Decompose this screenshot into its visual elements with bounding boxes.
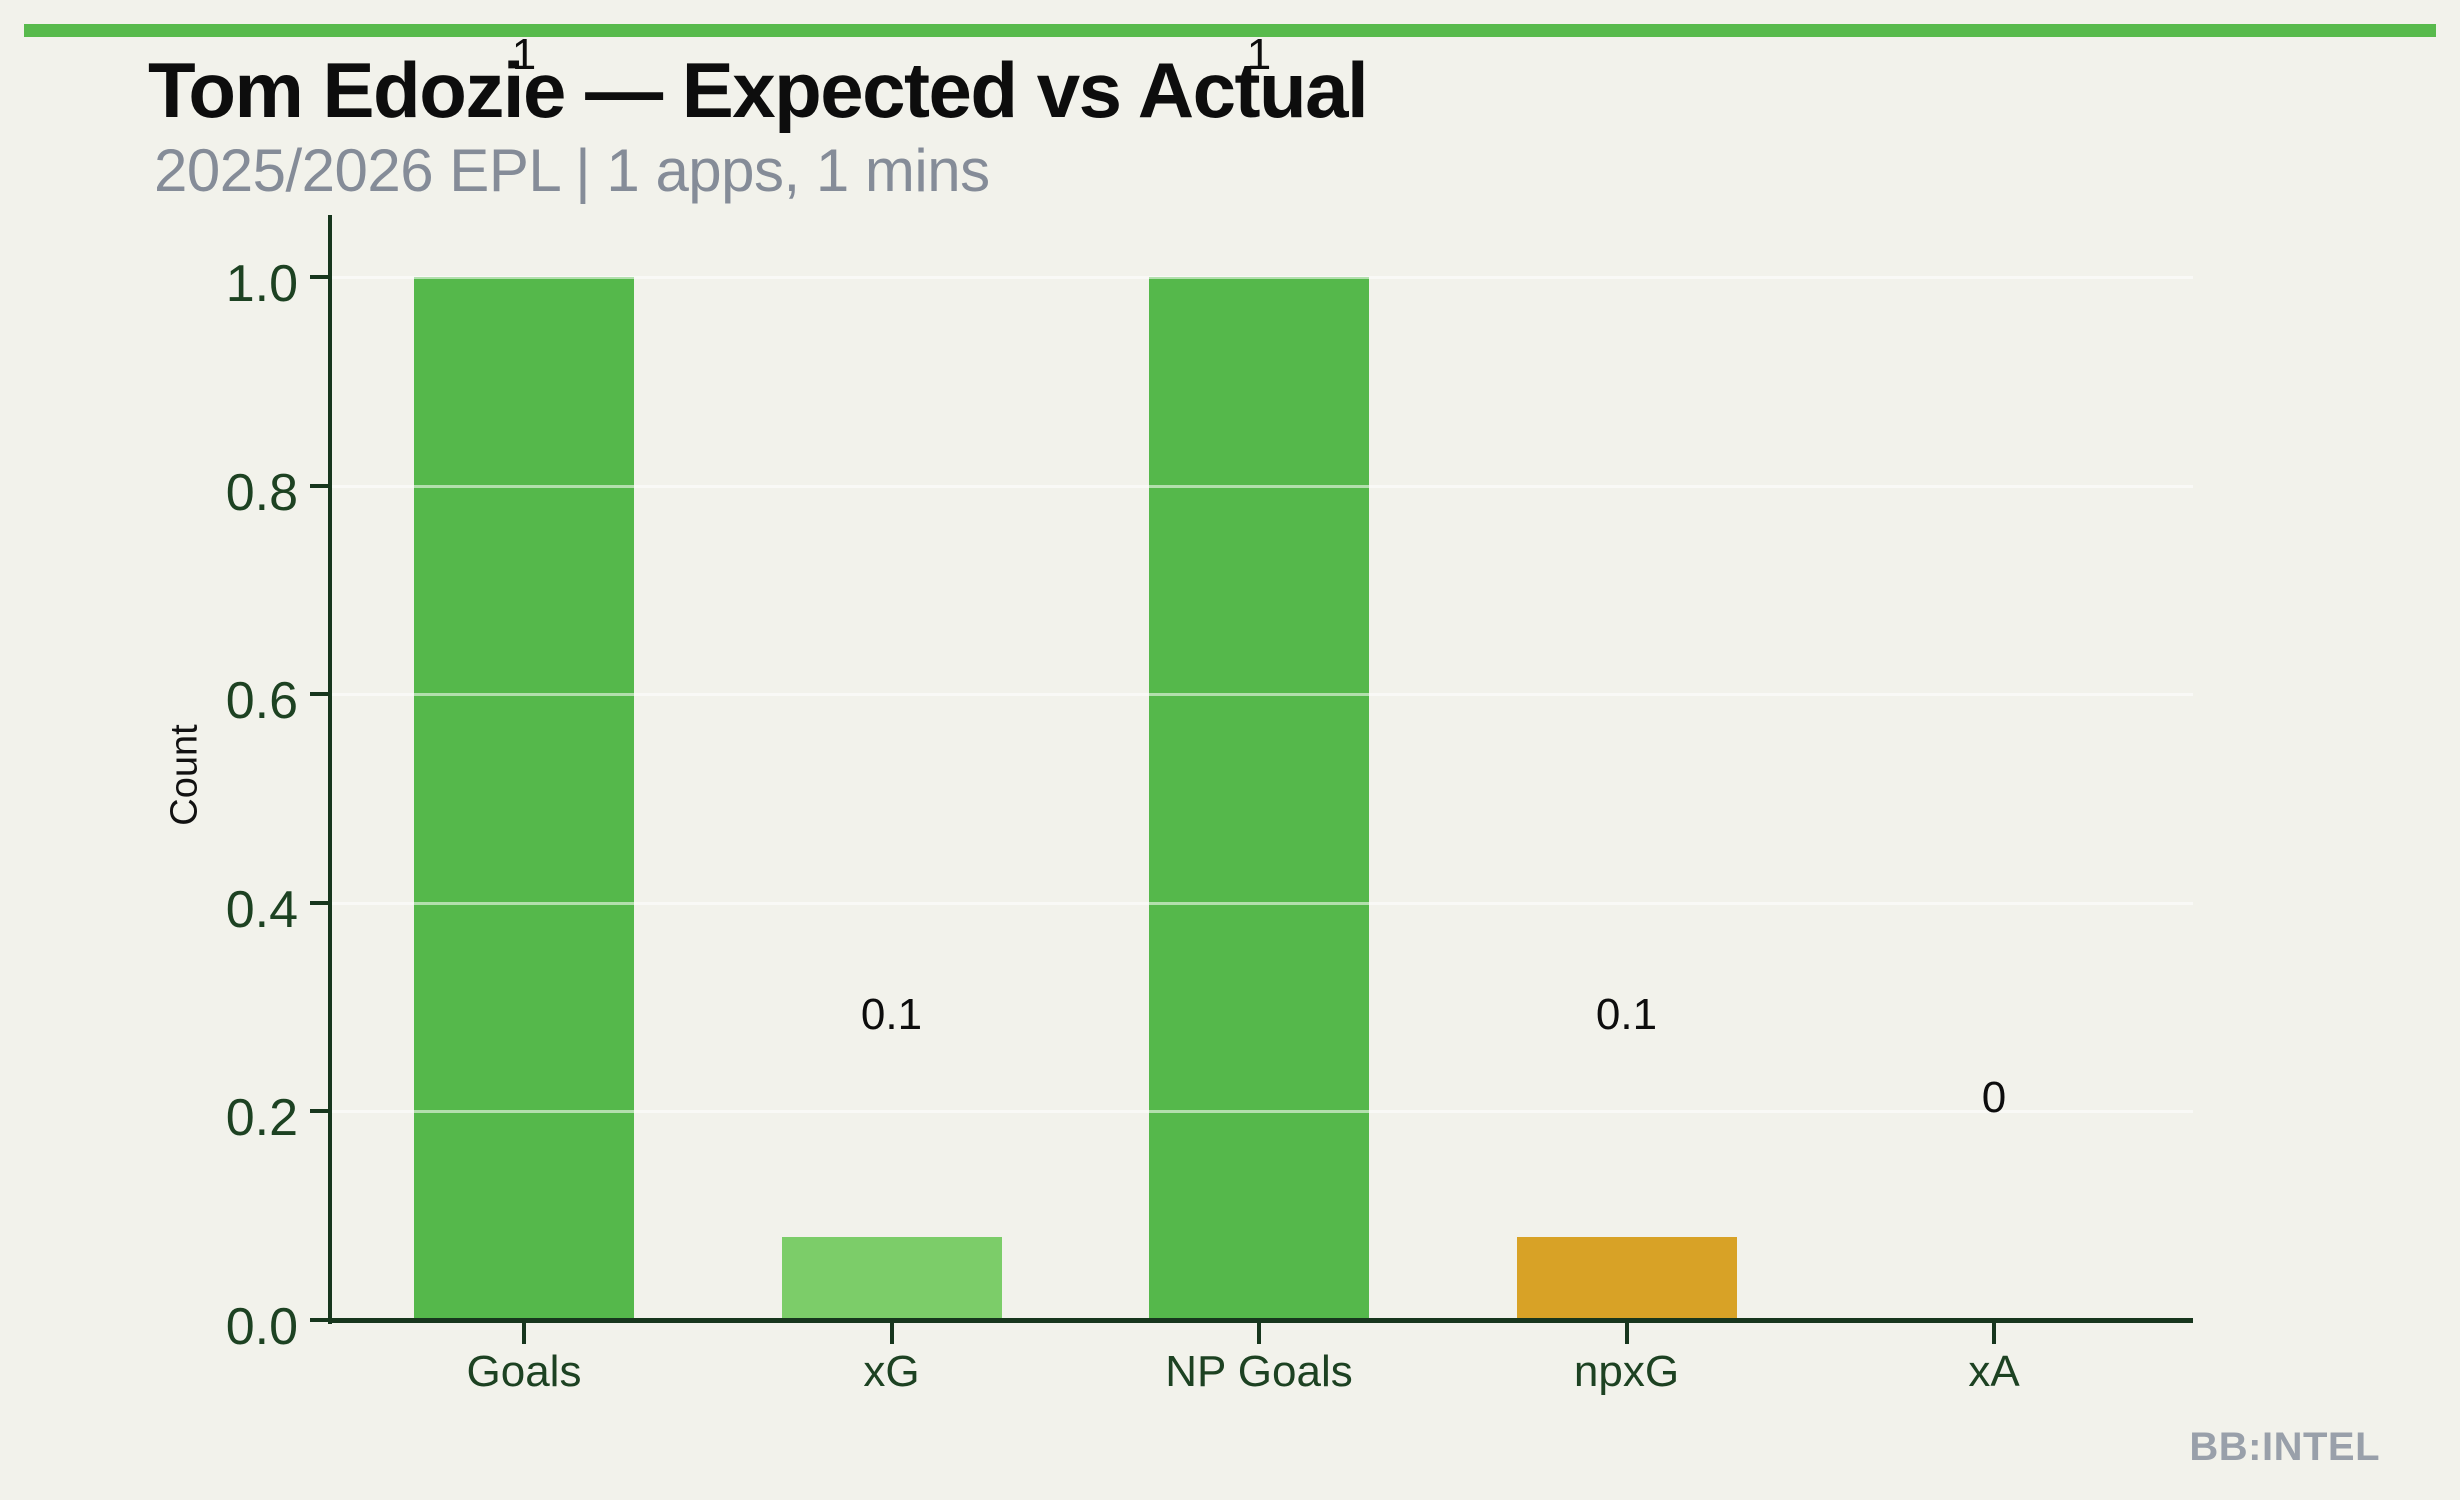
y-tick-0.6 <box>310 692 328 697</box>
x-tick-xa <box>1992 1322 1996 1344</box>
y-axis-label: Count <box>163 724 206 826</box>
x-tick-npxg <box>1624 1322 1629 1344</box>
x-tick-label-xg: xG <box>863 1347 920 1396</box>
gridline-y-0.8 <box>332 484 2193 488</box>
y-tick-label-0.2: 0.2 <box>225 1089 298 1148</box>
y-tick-label-0.0: 0.0 <box>225 1298 298 1356</box>
y-tick-label-0.4: 0.4 <box>225 880 298 939</box>
gridline-y-0.4 <box>332 901 2193 905</box>
watermark-logo: BB:INTEL <box>2189 1425 2380 1469</box>
y-tick-0.8 <box>310 483 328 488</box>
chart-subtitle: 2025/2026 EPL | 1 apps, 1 mins <box>154 137 990 204</box>
x-tick-goals <box>522 1322 526 1344</box>
y-tick-label-1.0: 1.0 <box>225 255 298 313</box>
bar-value-label-np-goals: 1 <box>1246 30 1272 79</box>
gridline-y-0.2 <box>332 1110 2193 1114</box>
y-tick-label-0.6: 0.6 <box>225 672 298 731</box>
bar-value-label-goals: 1 <box>511 30 537 79</box>
chart-title: Tom Edozie — Expected vs Actual <box>148 46 1369 134</box>
x-tick-label-npxg: npxG <box>1573 1347 1680 1396</box>
x-axis-line <box>328 1318 2193 1323</box>
y-tick-label-0.8: 0.8 <box>225 463 298 522</box>
bar-value-label-xg: 0.1 <box>860 989 923 1039</box>
y-tick-0.4 <box>310 900 328 905</box>
y-tick-0.0 <box>310 1318 328 1322</box>
bar-npxg <box>1516 1236 1737 1319</box>
y-axis-spine <box>328 215 332 1324</box>
x-tick-xg <box>889 1322 894 1344</box>
x-tick-label-np-goals: NP Goals <box>1165 1347 1353 1396</box>
y-tick-0.2 <box>310 1109 328 1114</box>
x-tick-np-goals <box>1257 1322 1261 1344</box>
bar-value-label-npxg: 0.1 <box>1595 989 1658 1039</box>
x-tick-label-goals: Goals <box>466 1347 582 1396</box>
bar-value-label-xa: 0 <box>1981 1073 2007 1122</box>
top-accent-strip <box>24 24 2436 37</box>
gridline-y-0.6 <box>332 693 2193 697</box>
gridline-y-1.0 <box>332 276 2193 279</box>
bar-xg <box>781 1236 1002 1319</box>
bar-np-goals <box>1149 277 1369 1319</box>
y-tick-1.0 <box>310 275 328 279</box>
x-tick-label-xa: xA <box>1968 1347 2020 1396</box>
bar-goals <box>414 277 634 1319</box>
